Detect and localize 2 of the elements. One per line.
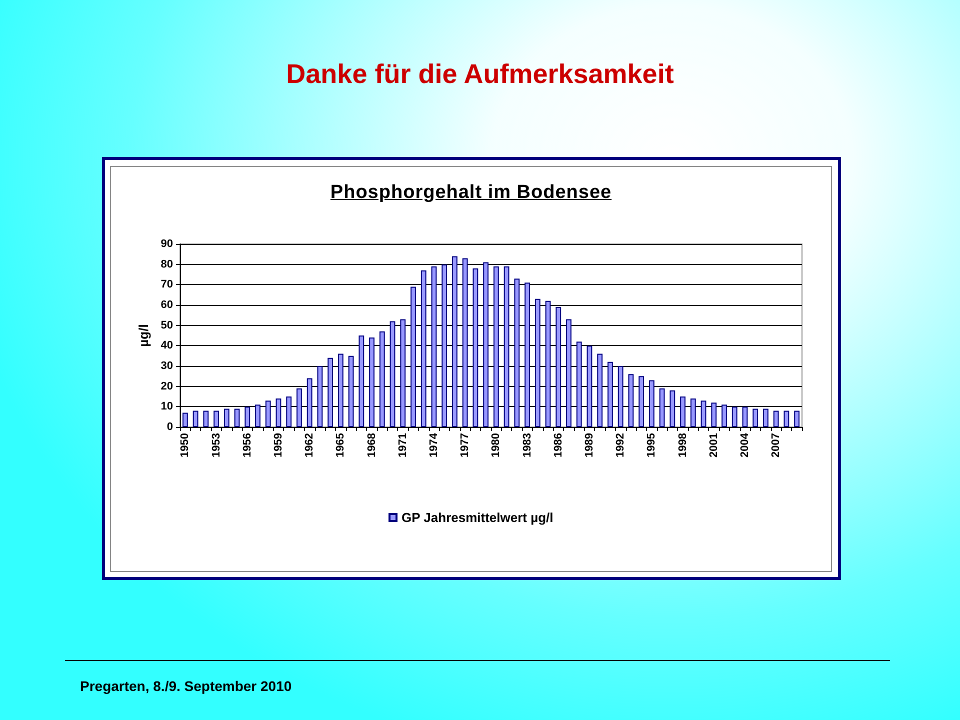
bar [784, 410, 790, 427]
bar [794, 410, 800, 427]
